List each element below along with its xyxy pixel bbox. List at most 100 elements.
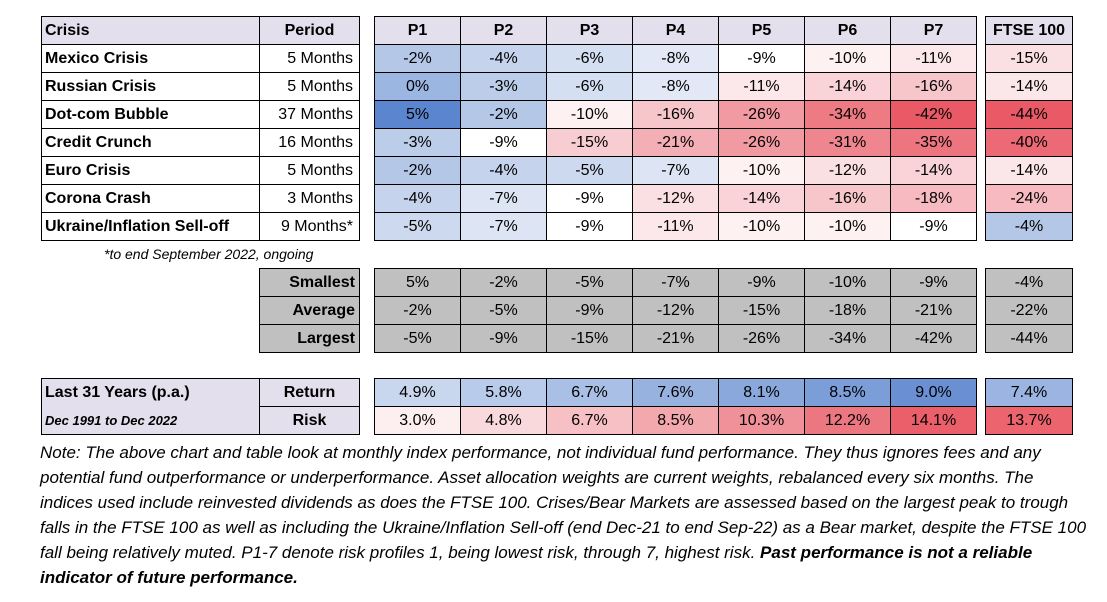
risk-cell: 14.1% [890,406,977,435]
return-cell: 7.6% [632,378,719,407]
crisis-header: Crisis [41,16,260,45]
profile-cell: -9% [890,212,977,241]
return-cell: 8.5% [804,378,891,407]
crisis-row: Mexico Crisis 5 Months [41,44,360,73]
ftse-cell: -4% [985,212,1073,241]
long-term-ftse-table: 7.4% 13.7% [985,378,1073,435]
profile-cell: -5% [546,156,633,185]
return-cell: 8.1% [718,378,805,407]
crisis-period: 5 Months [259,72,360,101]
risk-row: 3.0% 4.8% 6.7% 8.5% 10.3% 12.2% 14.1% [374,406,977,435]
summary-cell: -42% [890,324,977,353]
summary-cell: -9% [460,324,547,353]
summary-cell: -5% [460,296,547,325]
summary-label: Largest [259,324,360,353]
crisis-name: Russian Crisis [41,72,260,101]
profile-cell: -3% [374,128,461,157]
profile-cell: -6% [546,44,633,73]
profile-cell: -5% [374,212,461,241]
summary-cell: -34% [804,324,891,353]
profile-cell: -35% [890,128,977,157]
ftse-cell: -40% [985,128,1073,157]
return-cell: 9.0% [890,378,977,407]
summary-cell: -9% [890,268,977,297]
profile-header-p2: P2 [460,16,547,45]
ftse-table-body: FTSE 100 -15% -14% -44% -40% -14% -24% -4% [985,16,1073,241]
risk-label: Risk [259,406,360,435]
risk-cell: 10.3% [718,406,805,435]
ftse-table: FTSE 100 -15% -14% -44% -40% -14% -24% -4% [985,16,1073,241]
crisis-name: Ukraine/Inflation Sell-off [41,212,260,241]
ftse-risk-cell: 13.7% [985,406,1073,435]
crisis-period: 5 Months [259,44,360,73]
crisis-name: Mexico Crisis [41,44,260,73]
profile-cell: -16% [632,100,719,129]
profile-cell: -31% [804,128,891,157]
summary-row: -5% -9% -15% -21% -26% -34% -42% [374,324,977,353]
long-term-label-table: Last 31 Years (p.a.) Return Dec 1991 to … [41,378,360,435]
long-term-title: Last 31 Years (p.a.) [41,378,260,407]
summary-cell: -12% [632,296,719,325]
summary-cell: -21% [890,296,977,325]
disclaimer-note: Note: The above chart and table look at … [40,440,1090,590]
profile-cell: -4% [374,184,461,213]
crisis-period: 9 Months* [259,212,360,241]
profile-header-p7: P7 [890,16,977,45]
profile-cell: -9% [460,128,547,157]
profile-header-p4: P4 [632,16,719,45]
return-cell: 5.8% [460,378,547,407]
ftse-cell: -14% [985,156,1073,185]
profile-row: -3% -9% -15% -21% -26% -31% -35% [374,128,977,157]
crisis-row: Russian Crisis 5 Months [41,72,360,101]
summary-table: 5% -2% -5% -7% -9% -10% -9% -2% -5% -9% -12% -15% -1… [374,268,977,353]
risk-cell: 8.5% [632,406,719,435]
summary-label: Average [259,296,360,325]
profile-row: -2% -4% -6% -8% -9% -10% -11% [374,44,977,73]
profile-cell: -7% [460,184,547,213]
summary-cell: -7% [632,268,719,297]
ftse-cell: -14% [985,72,1073,101]
profile-cell: -10% [546,100,633,129]
summary-cell: -9% [546,296,633,325]
profile-cell: -4% [460,44,547,73]
footnote: *to end September 2022, ongoing [104,246,314,262]
risk-cell: 12.2% [804,406,891,435]
crisis-row: Credit Crunch 16 Months [41,128,360,157]
profile-row: 5% -2% -10% -16% -26% -34% -42% [374,100,977,129]
profile-cell: -8% [632,44,719,73]
long-term-table: 4.9% 5.8% 6.7% 7.6% 8.1% 8.5% 9.0% 3.0% 4.8% 6.7%… [374,378,977,435]
summary-cell: -2% [460,268,547,297]
profile-cell: -16% [804,184,891,213]
profile-cell: -7% [632,156,719,185]
ftse-return-cell: 7.4% [985,378,1073,407]
summary-cell: -10% [804,268,891,297]
profile-cell: -12% [632,184,719,213]
profile-cell: -11% [890,44,977,73]
summary-cell: -15% [546,324,633,353]
profile-cell: -10% [718,156,805,185]
profile-cell: -11% [718,72,805,101]
note-bold-warning: Past performance is not a reliable indic… [40,543,1033,587]
profile-cell: -34% [804,100,891,129]
crisis-table: Crisis Period Mexico Crisis 5 Months Russi… [41,16,360,241]
profiles-header-row: P1 P2 P3 P4 P5 P6 P7 [374,16,977,45]
crisis-row: Euro Crisis 5 Months [41,156,360,185]
profile-cell: -2% [374,44,461,73]
profile-cell: -15% [546,128,633,157]
summary-cell: 5% [374,268,461,297]
summary-cell: -5% [546,268,633,297]
profile-cell: -26% [718,128,805,157]
summary-ftse-cell: -22% [985,296,1073,325]
profile-row: 0% -3% -6% -8% -11% -14% -16% [374,72,977,101]
summary-cell: -5% [374,324,461,353]
ftse-header: FTSE 100 [985,16,1073,45]
profile-cell: -2% [460,100,547,129]
summary-ftse-cell: -4% [985,268,1073,297]
summary-ftse-body: -4% -22% -44% [985,268,1073,353]
ftse-cell: -44% [985,100,1073,129]
ftse-cell: -24% [985,184,1073,213]
summary-cell: -15% [718,296,805,325]
note-text: Note: The above chart and table look at … [40,443,1087,562]
profile-cell: -14% [890,156,977,185]
summary-label: Smallest [259,268,360,297]
